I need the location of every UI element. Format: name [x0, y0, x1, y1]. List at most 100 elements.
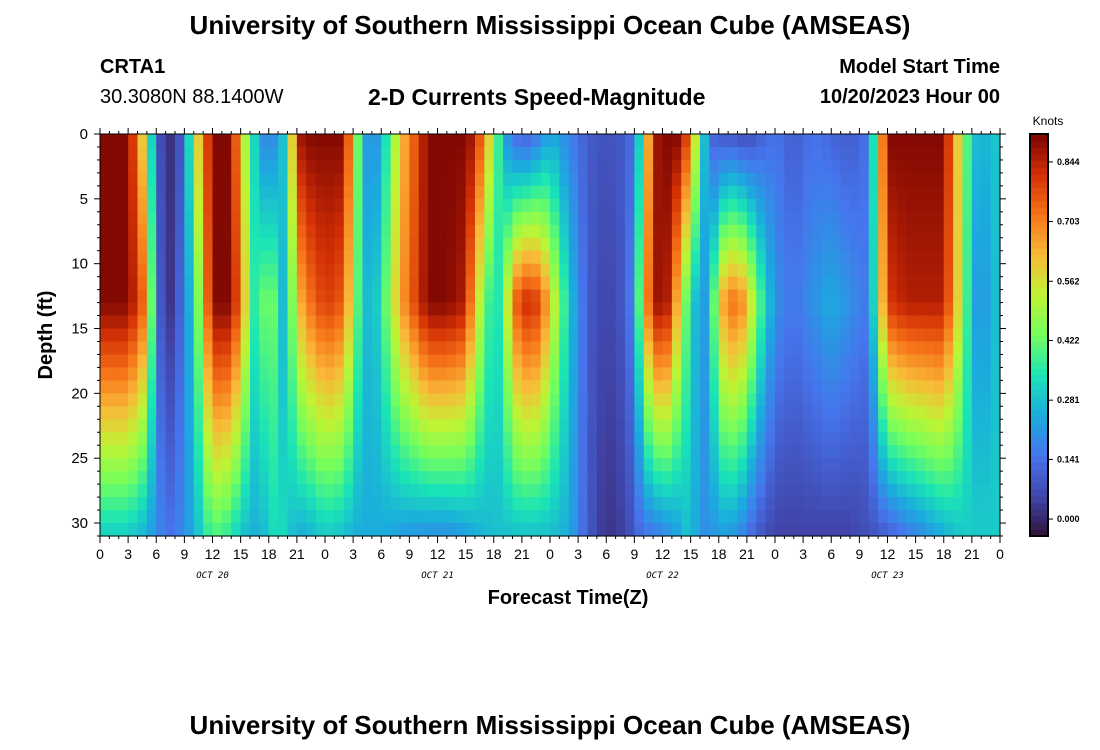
heatmap-cell [137, 328, 148, 343]
heatmap-cell [868, 510, 879, 524]
heatmap-cell [681, 341, 692, 356]
heatmap-cell [568, 302, 579, 317]
heatmap-cell [306, 510, 317, 524]
heatmap-cell [859, 445, 870, 459]
heatmap-cell [390, 432, 401, 446]
heatmap-cell [840, 302, 851, 317]
heatmap-cell [606, 419, 617, 433]
heatmap-cell [756, 159, 767, 174]
heatmap-cell [512, 134, 523, 148]
heatmap-cell [906, 380, 917, 394]
heatmap-cell [737, 510, 748, 524]
heatmap-cell [634, 211, 645, 226]
heatmap-cell [634, 471, 645, 485]
heatmap-cell [484, 445, 495, 459]
heatmap-cell [559, 250, 570, 265]
heatmap-cell [146, 523, 157, 537]
heatmap-cell [175, 224, 185, 239]
heatmap-cell [137, 276, 148, 291]
heatmap-cell [456, 497, 467, 511]
heatmap-cell [259, 237, 270, 252]
heatmap-cell [325, 211, 335, 226]
heatmap-cell [493, 237, 504, 252]
heatmap-cell [221, 237, 232, 252]
heatmap-cell [521, 237, 532, 252]
heatmap-cell [184, 523, 195, 537]
heatmap-cell [925, 185, 935, 200]
heatmap-cell [784, 289, 795, 304]
heatmap-cell [137, 484, 148, 498]
heatmap-cell [634, 497, 645, 511]
heatmap-cell [278, 146, 289, 161]
heatmap-cell [446, 406, 457, 420]
heatmap-cell [681, 289, 692, 304]
heatmap-cell [756, 406, 767, 420]
heatmap-cell [146, 484, 157, 498]
heatmap-cell [643, 276, 654, 291]
heatmap-cell [634, 250, 645, 265]
heatmap-cell [559, 276, 570, 291]
heatmap-cell [662, 224, 673, 239]
heatmap-cell [896, 211, 907, 226]
heatmap-cell [671, 237, 682, 252]
heatmap-cell [653, 445, 664, 459]
heatmap-cell [109, 237, 120, 252]
heatmap-cell [765, 185, 776, 200]
heatmap-cell [475, 406, 485, 420]
x-tick-label: 21 [289, 546, 305, 562]
heatmap-cell [587, 419, 598, 433]
heatmap-cell [634, 263, 645, 278]
heatmap-cell [315, 367, 326, 381]
heatmap-cell [943, 380, 954, 394]
heatmap-cell [259, 497, 270, 511]
heatmap-cell [887, 510, 898, 524]
heatmap-cell [943, 510, 954, 524]
heatmap-cell [850, 419, 860, 433]
heatmap-cell [906, 211, 917, 226]
heatmap-cell [484, 172, 495, 187]
heatmap-cell [503, 354, 514, 369]
y-tick-label: 5 [80, 191, 88, 208]
heatmap-cell [915, 497, 926, 511]
heatmap-cell [315, 419, 326, 433]
heatmap-cell [418, 134, 429, 148]
heatmap-cell [306, 458, 317, 472]
heatmap-cell [850, 393, 860, 407]
heatmap-cell [437, 432, 448, 446]
colorbar-segment [1030, 462, 1048, 470]
heatmap-cell [737, 328, 748, 343]
heatmap-cell [137, 510, 148, 524]
heatmap-cell [878, 523, 889, 537]
heatmap-cell [400, 250, 410, 265]
heatmap-cell [381, 250, 392, 265]
heatmap-cell [325, 289, 335, 304]
heatmap-cell [925, 289, 935, 304]
heatmap-cell [925, 250, 935, 265]
heatmap-cell [578, 289, 589, 304]
heatmap-cell [821, 276, 832, 291]
heatmap-cell [390, 328, 401, 343]
heatmap-cell [568, 380, 579, 394]
heatmap-cell [840, 146, 851, 161]
heatmap-cell [934, 134, 945, 148]
heatmap-cell [334, 224, 345, 239]
heatmap-cell [615, 289, 626, 304]
heatmap-cell [334, 185, 345, 200]
colorbar-segment [1030, 388, 1048, 396]
heatmap-cell [259, 159, 270, 174]
heatmap-cell [493, 380, 504, 394]
heatmap-cell [653, 419, 664, 433]
heatmap-cell [296, 134, 307, 148]
heatmap-cell [531, 211, 542, 226]
heatmap-cell [981, 302, 992, 317]
heatmap-cell [521, 159, 532, 174]
heatmap-cell [981, 276, 992, 291]
heatmap-cell [362, 458, 373, 472]
heatmap-cell [690, 315, 701, 330]
heatmap-cell [990, 406, 1001, 420]
heatmap-cell [296, 211, 307, 226]
heatmap-cell [878, 471, 889, 485]
heatmap-cell [231, 224, 242, 239]
heatmap-cell [925, 432, 935, 446]
heatmap-cell [390, 172, 401, 187]
